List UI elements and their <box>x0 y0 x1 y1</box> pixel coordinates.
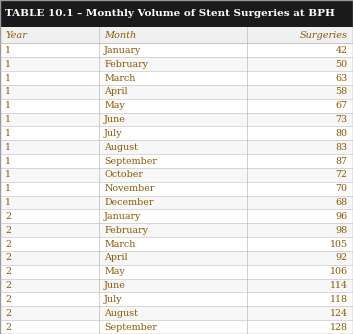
Text: 92: 92 <box>336 254 348 263</box>
Bar <box>0 71 353 85</box>
Bar <box>0 320 353 334</box>
Text: 2: 2 <box>5 212 11 221</box>
Bar <box>0 251 353 265</box>
Text: Surgeries: Surgeries <box>300 31 348 40</box>
Text: September: September <box>104 157 157 166</box>
Text: 50: 50 <box>336 60 348 69</box>
Text: June: June <box>104 115 126 124</box>
Text: 124: 124 <box>330 309 348 318</box>
Bar <box>0 293 353 306</box>
Bar <box>0 113 353 127</box>
Text: July: July <box>104 129 123 138</box>
Text: April: April <box>104 254 128 263</box>
Text: 70: 70 <box>336 184 348 193</box>
Text: 1: 1 <box>5 170 11 179</box>
Bar <box>0 209 353 223</box>
Text: January: January <box>104 46 142 55</box>
Text: January: January <box>104 212 142 221</box>
Text: 128: 128 <box>330 323 348 332</box>
Text: September: September <box>104 323 157 332</box>
Text: 2: 2 <box>5 267 11 276</box>
Text: 106: 106 <box>330 267 348 276</box>
Text: July: July <box>104 295 123 304</box>
Text: Month: Month <box>104 31 136 40</box>
Text: 2: 2 <box>5 281 11 290</box>
Bar <box>0 99 353 113</box>
Text: August: August <box>104 309 138 318</box>
Text: 72: 72 <box>336 170 348 179</box>
Bar <box>0 182 353 196</box>
Text: February: February <box>104 226 148 235</box>
Text: 118: 118 <box>330 295 348 304</box>
Text: March: March <box>104 239 136 248</box>
Text: 80: 80 <box>336 129 348 138</box>
Text: 42: 42 <box>336 46 348 55</box>
Text: 2: 2 <box>5 239 11 248</box>
Text: May: May <box>104 101 125 110</box>
Text: 1: 1 <box>5 73 11 82</box>
Text: Year: Year <box>5 31 27 40</box>
Bar <box>0 127 353 140</box>
Text: 1: 1 <box>5 198 11 207</box>
Bar <box>0 196 353 209</box>
Text: 2: 2 <box>5 295 11 304</box>
Text: December: December <box>104 198 154 207</box>
Text: 68: 68 <box>336 198 348 207</box>
Text: 114: 114 <box>330 281 348 290</box>
Text: 2: 2 <box>5 254 11 263</box>
Text: 1: 1 <box>5 101 11 110</box>
Text: 105: 105 <box>330 239 348 248</box>
Bar <box>0 223 353 237</box>
Bar <box>0 0 353 27</box>
Text: 83: 83 <box>336 143 348 152</box>
Text: 1: 1 <box>5 46 11 55</box>
Bar <box>0 237 353 251</box>
Text: 1: 1 <box>5 129 11 138</box>
Bar <box>0 27 353 43</box>
Bar <box>0 154 353 168</box>
Bar <box>0 306 353 320</box>
Bar <box>0 57 353 71</box>
Text: 73: 73 <box>336 115 348 124</box>
Text: October: October <box>104 170 143 179</box>
Text: 1: 1 <box>5 184 11 193</box>
Bar <box>0 43 353 57</box>
Text: 1: 1 <box>5 115 11 124</box>
Bar <box>0 85 353 99</box>
Text: March: March <box>104 73 136 82</box>
Bar <box>0 168 353 182</box>
Text: November: November <box>104 184 155 193</box>
Text: 67: 67 <box>336 101 348 110</box>
Text: 1: 1 <box>5 60 11 69</box>
Text: August: August <box>104 143 138 152</box>
Bar <box>0 265 353 279</box>
Text: 1: 1 <box>5 143 11 152</box>
Text: 2: 2 <box>5 309 11 318</box>
Text: 2: 2 <box>5 226 11 235</box>
Text: June: June <box>104 281 126 290</box>
Text: 2: 2 <box>5 323 11 332</box>
Text: February: February <box>104 60 148 69</box>
Text: 98: 98 <box>336 226 348 235</box>
Text: April: April <box>104 88 128 96</box>
Text: 87: 87 <box>336 157 348 166</box>
Text: 96: 96 <box>335 212 348 221</box>
Bar <box>0 140 353 154</box>
Text: 1: 1 <box>5 88 11 96</box>
Text: TABLE 10.1 – Monthly Volume of Stent Surgeries at BPH: TABLE 10.1 – Monthly Volume of Stent Sur… <box>5 9 335 18</box>
Text: 1: 1 <box>5 157 11 166</box>
Bar <box>0 279 353 293</box>
Text: 58: 58 <box>336 88 348 96</box>
Text: May: May <box>104 267 125 276</box>
Text: 63: 63 <box>335 73 348 82</box>
